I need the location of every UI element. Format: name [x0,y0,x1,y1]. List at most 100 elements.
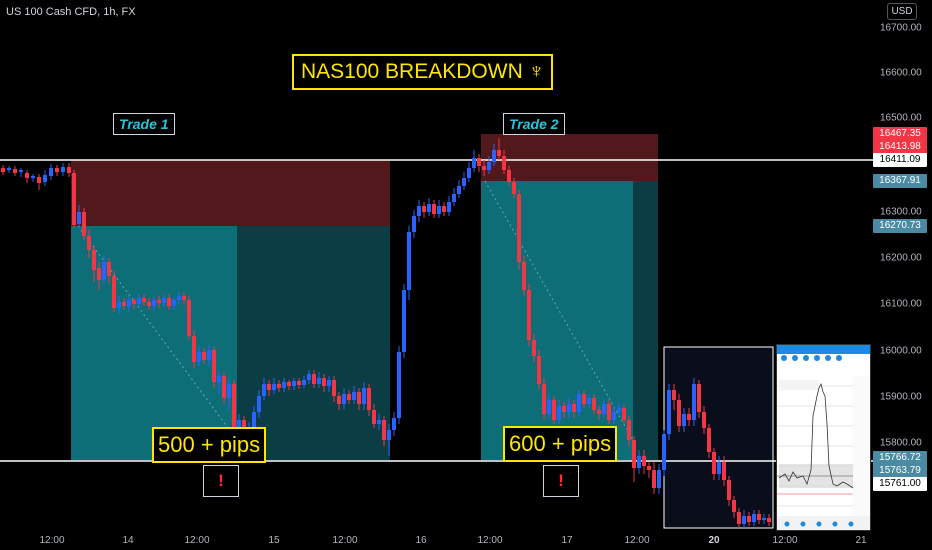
time-tick: 14 [122,535,134,546]
candle-body [687,414,691,420]
time-tick: 12:00 [624,535,650,546]
candle-body [252,412,256,428]
candle-body [277,384,281,388]
candle-body [647,466,651,470]
symbol-label[interactable]: US 100 Cash CFD, 1h, FX [6,6,136,18]
highlight-box [663,346,774,529]
candle-body [407,232,411,290]
candle-body [597,410,601,414]
candle-body [352,392,356,400]
candle-body [562,406,566,412]
time-tick: 12:00 [184,535,210,546]
candle-body [187,300,191,336]
candle-body [212,350,216,382]
candle-body [197,352,201,362]
trade-2-pips-label: 600 + pips [503,426,618,462]
candle-body [747,516,751,522]
candle-body [727,480,731,500]
candle-body [302,380,306,385]
candle-body [152,300,156,306]
time-tick: 16 [415,535,427,546]
candle-body [612,412,616,420]
candle-body [532,340,536,356]
candle-body [642,456,646,466]
candle-body [637,456,641,468]
candle-body [13,169,17,173]
candle-body [602,404,606,414]
candle-body [337,396,341,404]
candle-body [217,376,221,382]
candle-body [412,216,416,232]
trade-1-pips-label: 500 + pips [152,427,267,463]
candle-body [692,384,696,420]
candle-body [67,167,71,173]
candle-body [712,452,716,474]
candle-body [657,470,661,488]
price-flag: 15761.00 [873,477,927,491]
candle-body [592,398,596,410]
candle-body [767,518,771,522]
candle-body [552,400,556,420]
candle-body [722,462,726,480]
candle-body [662,434,666,470]
candle-body [457,186,461,194]
candle-body [31,176,35,178]
price-tick: 16600.00 [880,67,922,79]
candle-body [447,202,451,212]
candle-body [487,162,491,170]
candle-body [427,204,431,212]
time-tick: 12:00 [332,535,358,546]
candle-body [372,410,376,424]
candle-body [422,206,426,212]
candle-body [287,382,291,386]
candle-body [432,204,436,214]
candle-body [49,168,53,176]
candle-body [172,300,176,306]
candle-body [332,380,336,396]
candle-body [43,175,47,182]
candle-body [397,352,401,418]
price-tick: 16500.00 [880,112,922,124]
candle-body [177,296,181,300]
candle-body [622,408,626,420]
candle-body [762,518,766,520]
currency-button[interactable]: USD [887,3,917,20]
candle-body [672,390,676,400]
trade-2-label: Trade 2 [503,113,565,135]
candle-body [482,166,486,170]
phone-screenshot-inset [776,344,871,531]
candle-body [702,412,706,428]
candle-body [61,167,65,172]
candle-body [1,168,5,172]
candle-body [652,470,656,488]
candle-body [267,384,271,390]
candle-body [667,390,671,434]
candle-body [577,394,581,412]
candle-body [127,300,131,306]
candle-body [327,380,331,386]
price-flag: 16411.09 [873,153,927,167]
candle-body [117,302,121,308]
candle-body [112,276,116,308]
candle-body [462,178,466,186]
candle-body [417,206,421,216]
candle-body [77,212,81,224]
candle-body [437,206,441,214]
candle-body [237,420,241,430]
candle-body [122,302,126,306]
candle-body [497,150,501,156]
price-tick: 16300.00 [880,206,922,218]
candle-body [377,420,381,424]
time-tick: 12:00 [772,535,798,546]
time-tick: 15 [268,535,280,546]
time-tick: 17 [561,535,573,546]
candle-body [137,298,141,304]
candle-body [737,512,741,524]
candle-body [157,300,161,303]
candle-body [55,168,59,172]
candle-body [392,418,396,430]
price-tick: 16000.00 [880,345,922,357]
candle-body [87,236,91,250]
trade-1-label: Trade 1 [113,113,175,135]
